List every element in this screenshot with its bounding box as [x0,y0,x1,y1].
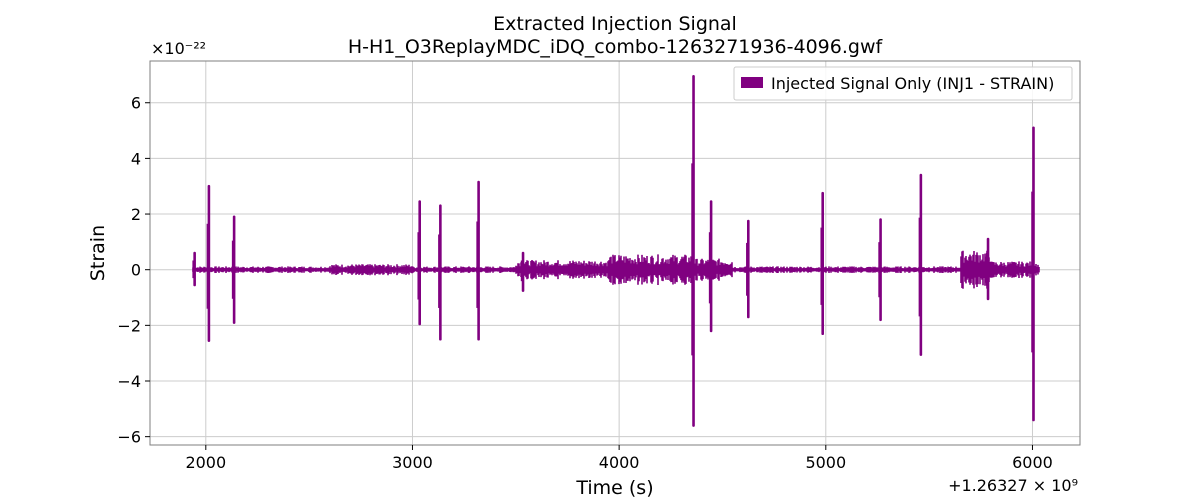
x-tick-label: 6000 [1012,453,1053,472]
legend: Injected Signal Only (INJ1 - STRAIN) [733,66,1073,101]
x-tick-label: 4000 [599,453,640,472]
legend-swatch [741,77,763,88]
legend-box [733,66,1073,101]
plot-frame [149,60,1081,446]
y-axis-label: Strain [87,225,109,281]
y-tick-label: 4 [131,149,141,168]
series-layer [192,75,1040,427]
x-tick-label: 3000 [392,453,433,472]
y-tick-label: 0 [131,261,141,280]
x-offset-label: +1.26327 × 10⁹ [948,476,1078,495]
y-tick-label: 2 [131,205,141,224]
plot-background [150,61,1080,445]
chart-title: Extracted Injection Signal [493,13,737,35]
y-tick-label: −2 [117,316,141,335]
chart-subtitle: H-H1_O3ReplayMDC_iDQ_combo-1263271936-40… [348,36,884,58]
y-tick-label: 6 [131,94,141,113]
y-tick-label: −6 [117,428,141,447]
x-axis-label: Time (s) [575,477,653,499]
y-exponent-label: ×10⁻²² [151,39,206,58]
x-tick-label: 2000 [185,453,226,472]
plot-area [149,60,1081,446]
legend-label: Injected Signal Only (INJ1 - STRAIN) [771,74,1054,93]
x-axis: 2000 3000 4000 5000 6000 [185,445,1053,472]
y-axis: −6 −4 −2 0 2 4 6 [117,94,150,447]
x-tick-label: 5000 [805,453,846,472]
y-tick-label: −4 [117,372,141,391]
